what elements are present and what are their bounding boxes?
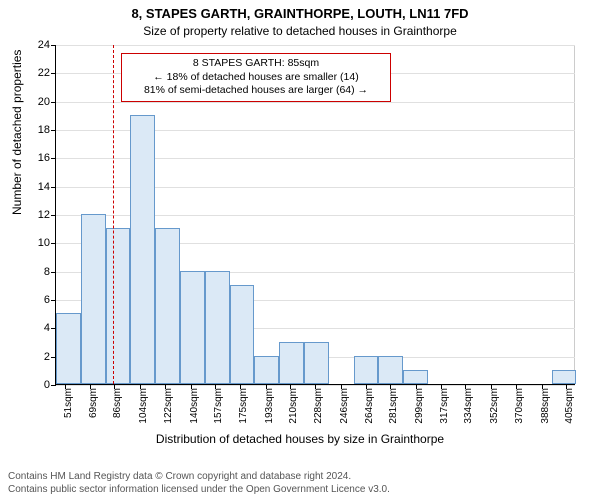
ytick-label: 14: [38, 181, 50, 193]
xtick-label: 334sqm: [463, 388, 474, 424]
histogram-bar: [354, 356, 379, 384]
xtick-label: 86sqm: [112, 388, 123, 418]
ytick-label: 4: [44, 322, 50, 334]
gridline-h: [56, 45, 575, 46]
footer-attribution: Contains HM Land Registry data © Crown c…: [0, 471, 600, 496]
xtick-label: 69sqm: [88, 388, 99, 418]
histogram-bar: [130, 115, 155, 384]
ytick-label: 10: [38, 237, 50, 249]
xtick-label: 140sqm: [189, 388, 200, 424]
histogram-bar: [552, 370, 576, 384]
ytick-mark: [51, 215, 56, 216]
ytick-label: 6: [44, 294, 50, 306]
y-axis-label: Number of detached properties: [10, 50, 24, 215]
xtick-label: 246sqm: [339, 388, 350, 424]
histogram-bar: [378, 356, 403, 384]
histogram-bar: [254, 356, 279, 384]
ytick-label: 2: [44, 351, 50, 363]
xtick-label: 175sqm: [238, 388, 249, 424]
xtick-label: 157sqm: [213, 388, 224, 424]
histogram-bar: [155, 228, 180, 384]
ytick-label: 18: [38, 124, 50, 136]
xtick-label: 193sqm: [264, 388, 275, 424]
ytick-mark: [51, 130, 56, 131]
annotation-line: ← 18% of detached houses are smaller (14…: [130, 71, 382, 85]
ytick-mark: [51, 158, 56, 159]
footer-line-1: Contains HM Land Registry data © Crown c…: [8, 471, 592, 484]
histogram-bar: [230, 285, 255, 384]
ytick-label: 12: [38, 209, 50, 221]
ytick-mark: [51, 243, 56, 244]
footer-line-2: Contains public sector information licen…: [8, 484, 592, 497]
ytick-label: 0: [44, 379, 50, 391]
xtick-label: 264sqm: [364, 388, 375, 424]
histogram-bar: [205, 271, 230, 384]
histogram-bar: [56, 313, 81, 384]
chart-title-sub: Size of property relative to detached ho…: [0, 24, 600, 38]
annotation-line: 81% of semi-detached houses are larger (…: [130, 84, 382, 98]
histogram-bar: [81, 214, 106, 384]
xtick-label: 104sqm: [138, 388, 149, 424]
xtick-label: 370sqm: [514, 388, 525, 424]
xtick-label: 388sqm: [540, 388, 551, 424]
chart-title-main: 8, STAPES GARTH, GRAINTHORPE, LOUTH, LN1…: [0, 6, 600, 21]
xtick-label: 299sqm: [414, 388, 425, 424]
histogram-bar: [304, 342, 329, 385]
ytick-mark: [51, 45, 56, 46]
xtick-label: 352sqm: [489, 388, 500, 424]
histogram-bar: [279, 342, 304, 385]
annotation-box: 8 STAPES GARTH: 85sqm← 18% of detached h…: [121, 53, 391, 102]
ytick-mark: [51, 187, 56, 188]
ytick-mark: [51, 73, 56, 74]
xtick-label: 228sqm: [313, 388, 324, 424]
ytick-label: 24: [38, 39, 50, 51]
x-axis-label: Distribution of detached houses by size …: [0, 432, 600, 446]
ytick-mark: [51, 385, 56, 386]
xtick-label: 122sqm: [163, 388, 174, 424]
annotation-line: 8 STAPES GARTH: 85sqm: [130, 57, 382, 71]
plot-area: 02468101214161820222451sqm69sqm86sqm104s…: [55, 45, 575, 385]
xtick-label: 210sqm: [288, 388, 299, 424]
ytick-label: 22: [38, 67, 50, 79]
ytick-mark: [51, 272, 56, 273]
histogram-bar: [403, 370, 428, 384]
ytick-mark: [51, 102, 56, 103]
histogram-bar: [106, 228, 131, 384]
xtick-label: 317sqm: [439, 388, 450, 424]
xtick-label: 405sqm: [564, 388, 575, 424]
ytick-label: 16: [38, 152, 50, 164]
ytick-mark: [51, 300, 56, 301]
histogram-bar: [180, 271, 205, 384]
ytick-label: 20: [38, 96, 50, 108]
ytick-label: 8: [44, 266, 50, 278]
xtick-label: 51sqm: [63, 388, 74, 418]
xtick-label: 281sqm: [388, 388, 399, 424]
reference-line: [113, 45, 114, 384]
